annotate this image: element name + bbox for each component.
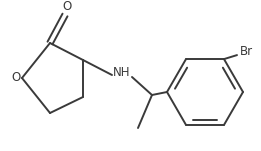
- Text: O: O: [11, 72, 21, 85]
- Text: Br: Br: [239, 45, 253, 58]
- Text: O: O: [62, 0, 72, 13]
- Text: NH: NH: [113, 66, 131, 79]
